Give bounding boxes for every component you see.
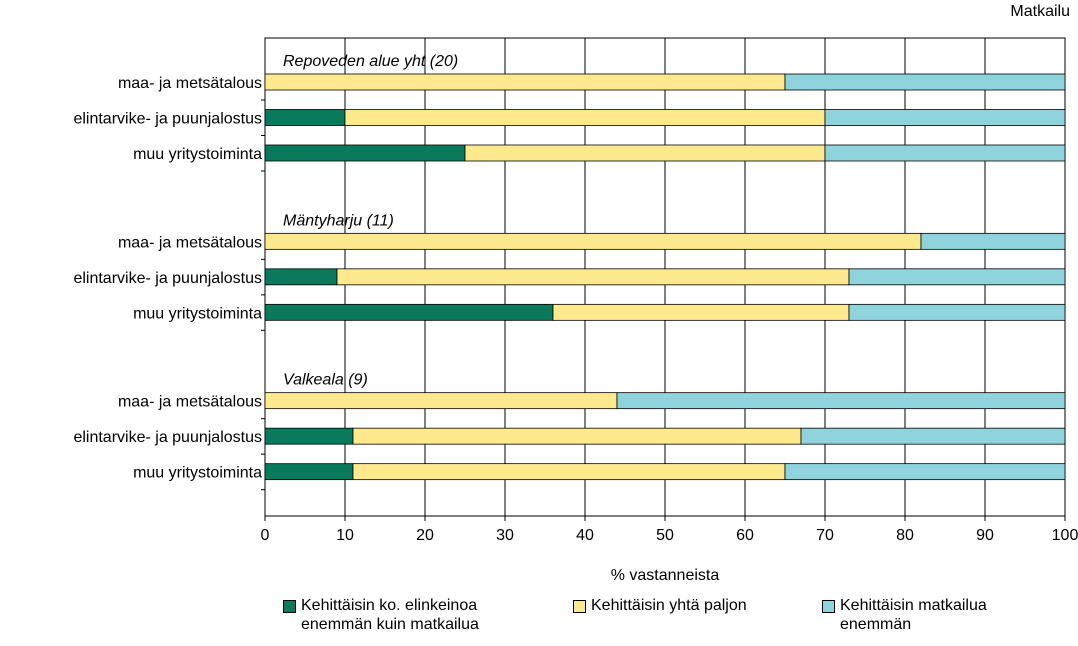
x-tick-label: 60 — [736, 527, 754, 544]
y-tick-label: maa- ja metsätalous — [118, 75, 262, 92]
bar-segment — [352, 463, 786, 481]
bar-segment — [264, 303, 554, 321]
legend-label: Kehittäisin ko. elinkeinoa enemmän kuin … — [301, 597, 479, 633]
y-tick-label: maa- ja metsätalous — [118, 394, 262, 411]
y-tick-label: elintarvike- ja puunjalostus — [73, 111, 262, 128]
y-tick-label: elintarvike- ja puunjalostus — [73, 429, 262, 446]
bar-segment — [264, 73, 786, 91]
legend-swatch — [573, 600, 586, 613]
y-tick-label: muu yritystoiminta — [133, 146, 262, 163]
bar-segment — [552, 303, 850, 321]
bar-segment — [264, 392, 618, 410]
x-tick-label: 50 — [656, 527, 674, 544]
y-tick-label: muu yritystoiminta — [133, 465, 262, 482]
legend-item: Kehittäisin yhtä paljon — [573, 596, 811, 615]
bar-segment — [352, 427, 802, 445]
bar-segment — [824, 144, 1066, 162]
bar-segment — [920, 232, 1066, 250]
legend-label: Kehittäisin matkailua enemmän — [840, 597, 987, 633]
bar-segment — [264, 463, 354, 481]
x-tick-label: 90 — [976, 527, 994, 544]
bar-segment — [848, 268, 1066, 286]
bar-segment — [264, 268, 338, 286]
bar-segment — [264, 232, 922, 250]
x-tick-label: 20 — [416, 527, 434, 544]
y-tick-label: maa- ja metsätalous — [118, 234, 262, 251]
x-tick-label: 30 — [496, 527, 514, 544]
group-title: Repoveden alue yht (20) — [283, 53, 458, 70]
bar-segment — [464, 144, 826, 162]
x-tick-label: 40 — [576, 527, 594, 544]
bar-segment — [336, 268, 850, 286]
bar-segment — [616, 392, 1066, 410]
bar-segment — [800, 427, 1066, 445]
legend-item: Kehittäisin matkailua enemmän — [822, 596, 1030, 634]
x-tick-label: 100 — [1052, 527, 1078, 544]
x-tick-label: 0 — [261, 527, 270, 544]
legend-swatch — [283, 600, 296, 613]
chart: Matkailu % vastanneista 0 10 20 30 40 50 60 70 8… — [73, 3, 1078, 584]
x-tick-label: 70 — [816, 527, 834, 544]
legend-label: Kehittäisin yhtä paljon — [591, 597, 747, 614]
bar-segment — [784, 73, 1066, 91]
group-title: Mäntyharju (11) — [283, 212, 394, 229]
bar-segment — [784, 463, 1066, 481]
bar-segment — [264, 109, 346, 126]
legend-swatch — [822, 600, 835, 613]
bar-segment — [264, 144, 466, 162]
x-axis-label: % vastanneista — [611, 567, 720, 584]
bar-segment — [848, 303, 1066, 321]
x-tick-label: 80 — [896, 527, 914, 544]
y-tick-label: muu yritystoiminta — [133, 305, 262, 322]
bar-segment — [264, 427, 354, 445]
bar-segment — [824, 109, 1066, 126]
group-title: Valkeala (9) — [283, 372, 368, 389]
legend: Kehittäisin ko. elinkeinoa enemmän kuin … — [0, 596, 1078, 646]
x-tick-label: 10 — [336, 527, 354, 544]
chart-title: Matkailu — [1010, 3, 1070, 20]
bar-segment — [344, 109, 826, 126]
y-tick-label: elintarvike- ja puunjalostus — [73, 270, 262, 287]
legend-item: Kehittäisin ko. elinkeinoa enemmän kuin … — [283, 596, 511, 634]
